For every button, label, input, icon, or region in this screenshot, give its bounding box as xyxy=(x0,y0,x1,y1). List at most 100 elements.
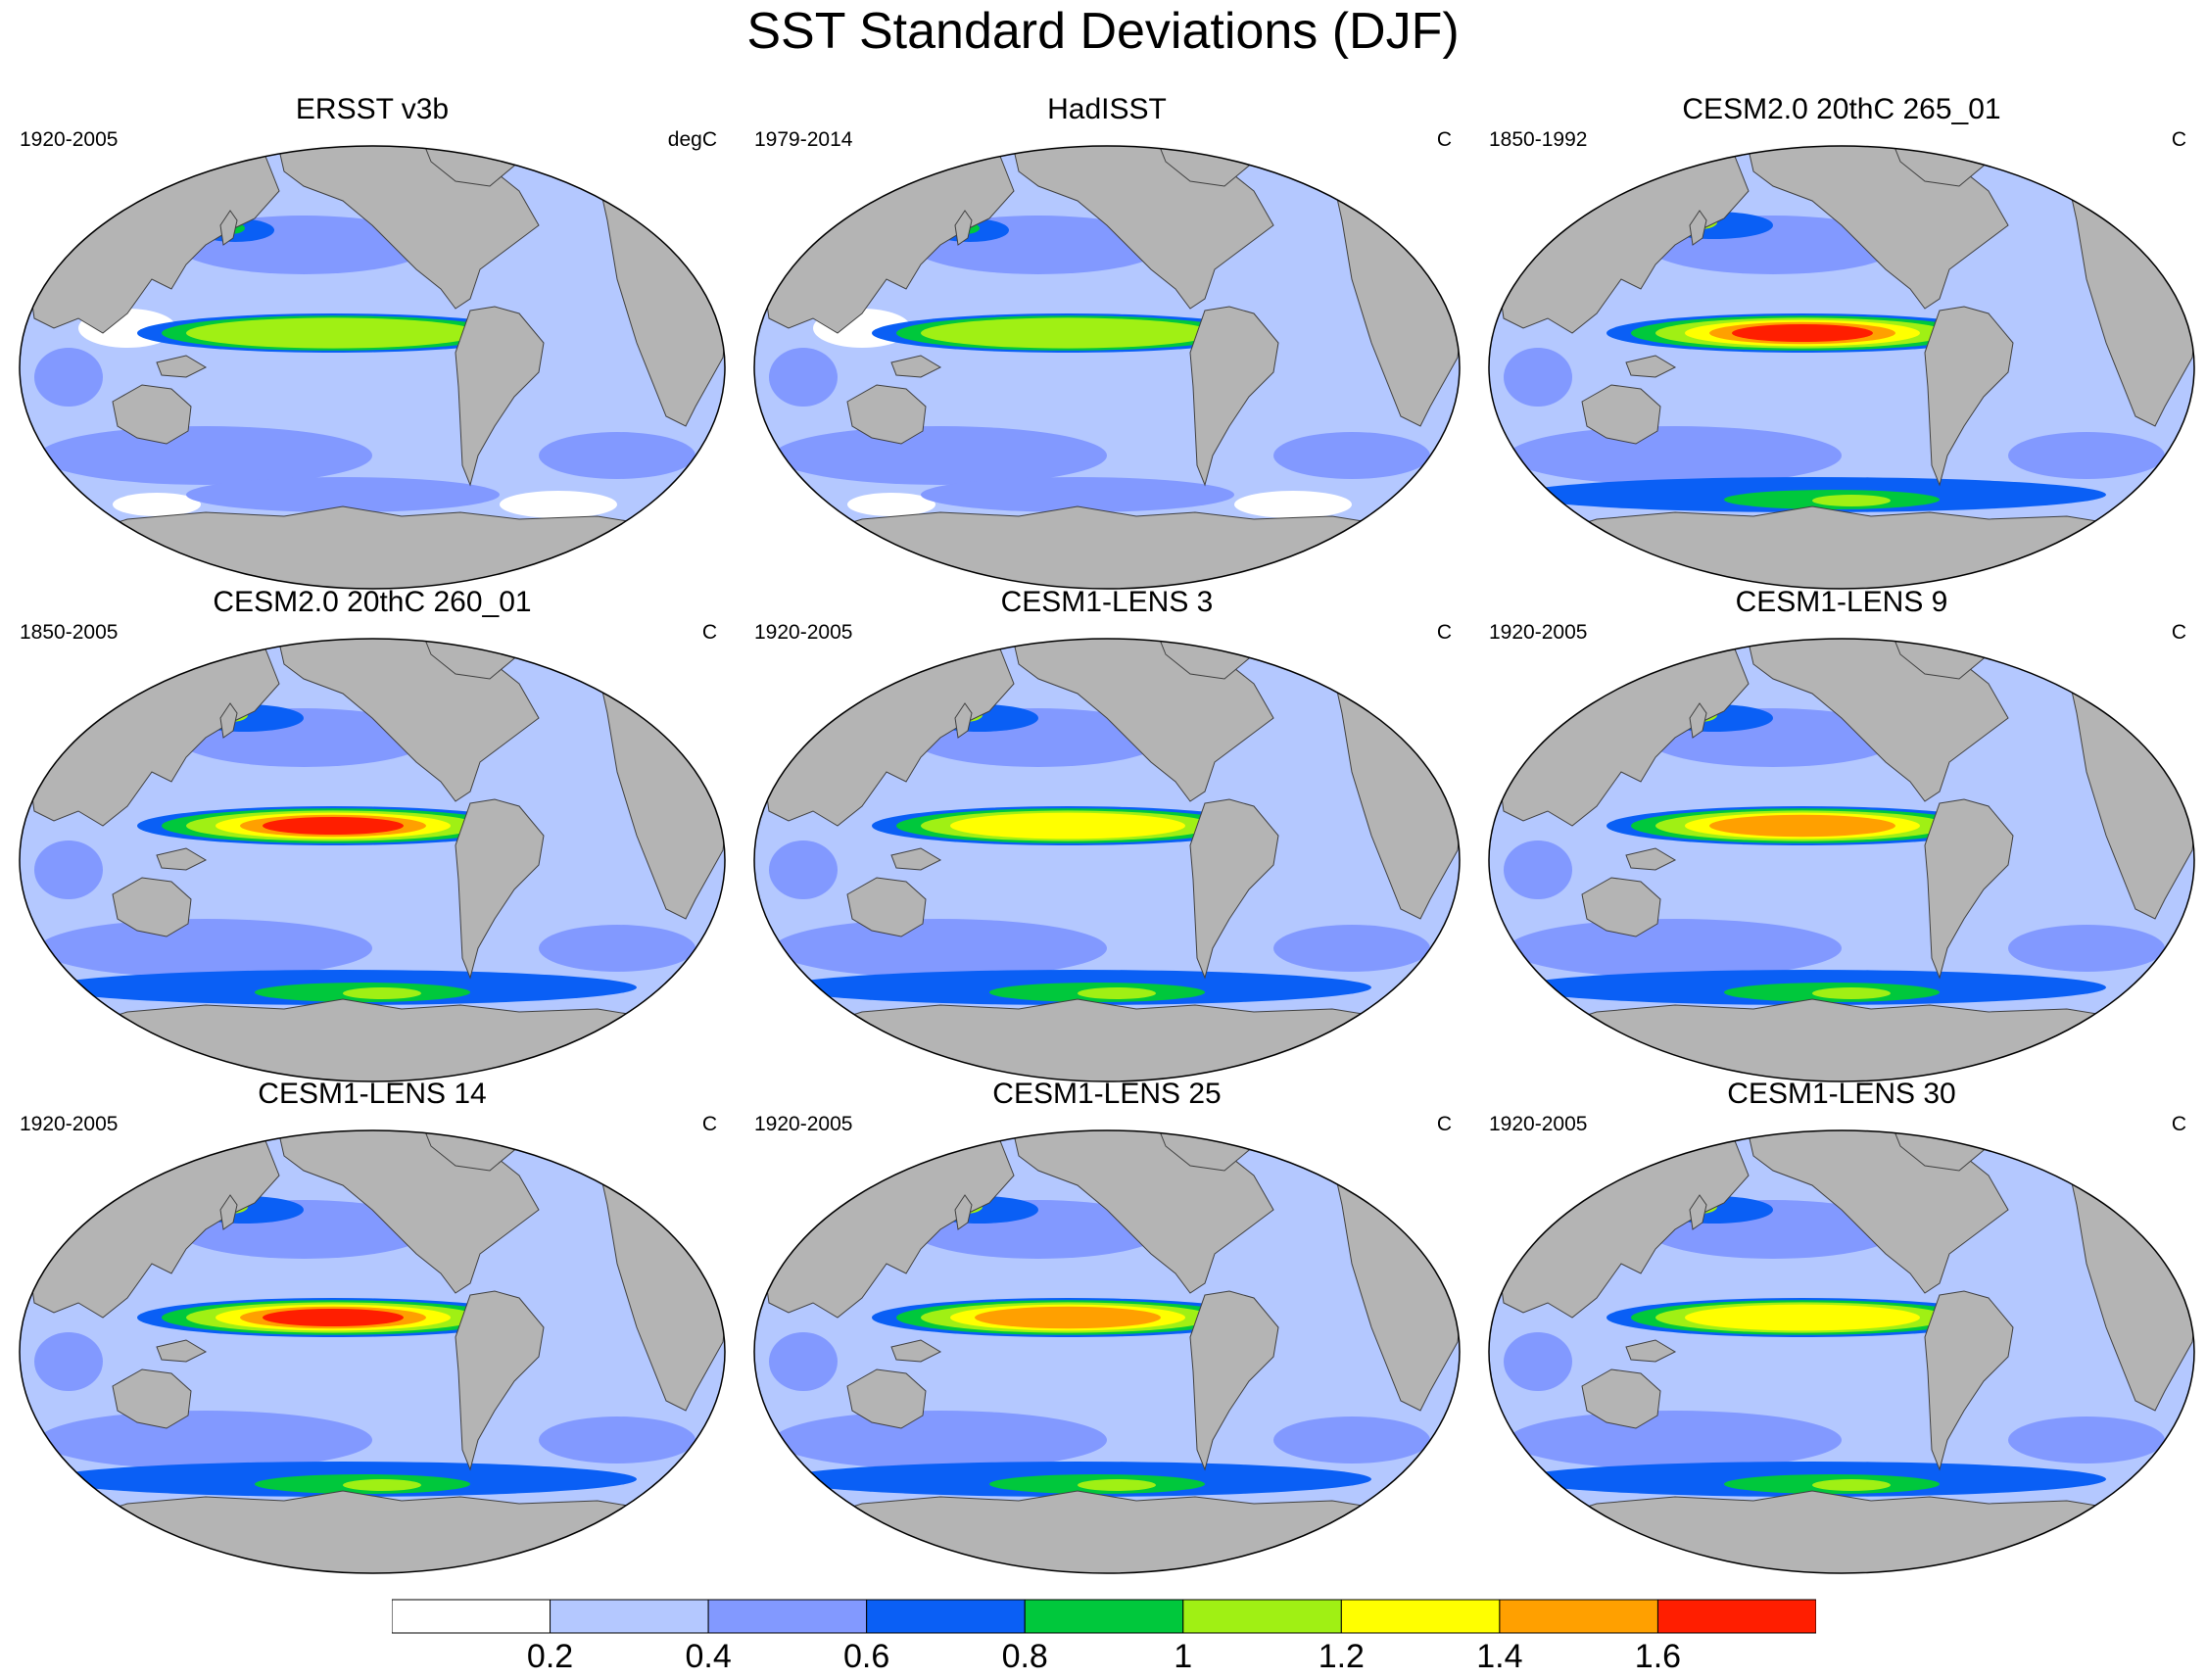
panel-title: CESM1-LENS 25 xyxy=(992,1078,1222,1110)
figure-title: SST Standard Deviations (DJF) xyxy=(746,3,1460,60)
colorbar-box xyxy=(1499,1599,1658,1634)
land-australia xyxy=(112,1368,192,1429)
sst-contour-region xyxy=(1504,348,1572,407)
sst-contour-region xyxy=(769,1332,838,1391)
colorbar-box xyxy=(707,1599,868,1634)
map-panel: ERSST v3b 1920-2005 degC xyxy=(10,93,735,622)
colorbar-box xyxy=(550,1599,709,1634)
sst-contour-region xyxy=(34,840,103,899)
sst-contour-region xyxy=(921,477,1234,512)
land-antarctica xyxy=(1517,1490,2166,1573)
land-australia xyxy=(846,877,927,937)
colorbar-tick-label: 1 xyxy=(1174,1638,1193,1675)
map-border xyxy=(1488,638,2195,1082)
map-border xyxy=(753,1129,1461,1574)
panel-period: 1850-2005 xyxy=(20,621,119,644)
sst-map xyxy=(1488,145,2195,590)
panel-title: CESM1-LENS 3 xyxy=(1000,586,1214,618)
land-australia xyxy=(112,877,192,937)
land-australia xyxy=(1581,1368,1661,1429)
sst-contour-region xyxy=(186,317,480,349)
sst-contour-region xyxy=(39,1411,372,1469)
panel-title: CESM2.0 20thC 260_01 xyxy=(213,586,532,618)
colorbar-box xyxy=(1656,1599,1816,1634)
map-border xyxy=(753,145,1461,590)
sst-contour-region xyxy=(539,432,695,479)
panel-period: 1920-2005 xyxy=(754,621,853,644)
sst-contour-region xyxy=(186,477,500,512)
sst-map xyxy=(753,1129,1461,1574)
land-southAmerica xyxy=(455,306,545,487)
panel-units: C xyxy=(701,1113,717,1135)
panel-units: C xyxy=(701,621,717,644)
sst-contour-region xyxy=(1812,987,1891,999)
sst-map xyxy=(19,145,726,590)
sst-contour-region xyxy=(975,1306,1161,1329)
sst-contour-region xyxy=(263,1309,404,1326)
land-southAmerica xyxy=(455,798,545,980)
land-australia xyxy=(1581,384,1661,445)
sst-contour-region xyxy=(774,426,1107,485)
panel-period: 1920-2005 xyxy=(754,1113,853,1135)
panel-period: 1850-1992 xyxy=(1489,128,1588,151)
colorbar-box xyxy=(866,1599,1026,1634)
sst-contour-region xyxy=(263,817,404,835)
land-australia xyxy=(1581,877,1661,937)
land-southAmerica xyxy=(1924,1290,2014,1471)
sst-contour-region xyxy=(950,812,1185,840)
sst-contour-region xyxy=(921,317,1215,349)
map-panel: CESM2.0 20thC 265_01 1850-1992 C xyxy=(1479,93,2204,622)
panel-title: CESM1-LENS 14 xyxy=(258,1078,487,1110)
sst-contour-region xyxy=(343,1479,421,1491)
map-panel: CESM2.0 20thC 260_01 1850-2005 C xyxy=(10,586,735,1115)
land-antarctica xyxy=(783,1490,1431,1573)
panel-units: C xyxy=(2171,621,2186,644)
sst-contour-region xyxy=(1078,987,1156,999)
panel-period: 1920-2005 xyxy=(1489,1113,1588,1135)
sst-contour-region xyxy=(1732,324,1873,342)
panel-units: C xyxy=(1436,128,1452,151)
panel-units: C xyxy=(2171,128,2186,151)
sst-contour-region xyxy=(500,491,617,518)
land-newGuinea xyxy=(890,1339,942,1363)
land-newGuinea xyxy=(1625,1339,1677,1363)
sst-contour-region xyxy=(539,1416,695,1464)
map-border xyxy=(753,638,1461,1082)
sst-contour-region xyxy=(539,925,695,972)
map-border xyxy=(1488,145,2195,590)
panel-title: HadISST xyxy=(1047,93,1167,125)
sst-contour-region xyxy=(1509,1411,1842,1469)
panel-units: C xyxy=(1436,621,1452,644)
sst-contour-region xyxy=(2008,432,2165,479)
land-australia xyxy=(846,1368,927,1429)
sst-contour-region xyxy=(847,493,935,516)
sst-contour-region xyxy=(1504,840,1572,899)
land-japan xyxy=(954,210,973,246)
land-newGuinea xyxy=(1625,847,1677,871)
sst-contour-region xyxy=(1504,1332,1572,1391)
colorbar xyxy=(392,1599,1816,1634)
sst-contour-region xyxy=(1685,1304,1920,1331)
panel-title: CESM2.0 20thC 265_01 xyxy=(1682,93,2001,125)
colorbar-tick-label: 0.6 xyxy=(843,1638,890,1675)
sst-contour-region xyxy=(1709,814,1895,838)
map-panel: CESM1-LENS 25 1920-2005 C xyxy=(744,1078,1469,1607)
land-japan xyxy=(219,702,238,739)
land-southAmerica xyxy=(455,1290,545,1471)
map-border xyxy=(19,1129,726,1574)
land-southAmerica xyxy=(1924,306,2014,487)
land-southAmerica xyxy=(1189,798,1279,980)
sst-contour-region xyxy=(1273,432,1430,479)
land-newGuinea xyxy=(156,847,208,871)
panel-units: C xyxy=(2171,1113,2186,1135)
colorbar-box xyxy=(1340,1599,1501,1634)
sst-contour-region xyxy=(113,493,201,516)
sst-map xyxy=(19,1129,726,1574)
panel-period: 1979-2014 xyxy=(754,128,853,151)
sst-contour-region xyxy=(34,1332,103,1391)
land-australia xyxy=(846,384,927,445)
land-japan xyxy=(219,210,238,246)
land-australia xyxy=(112,384,192,445)
sst-contour-region xyxy=(1509,919,1842,978)
land-newGuinea xyxy=(156,355,208,378)
